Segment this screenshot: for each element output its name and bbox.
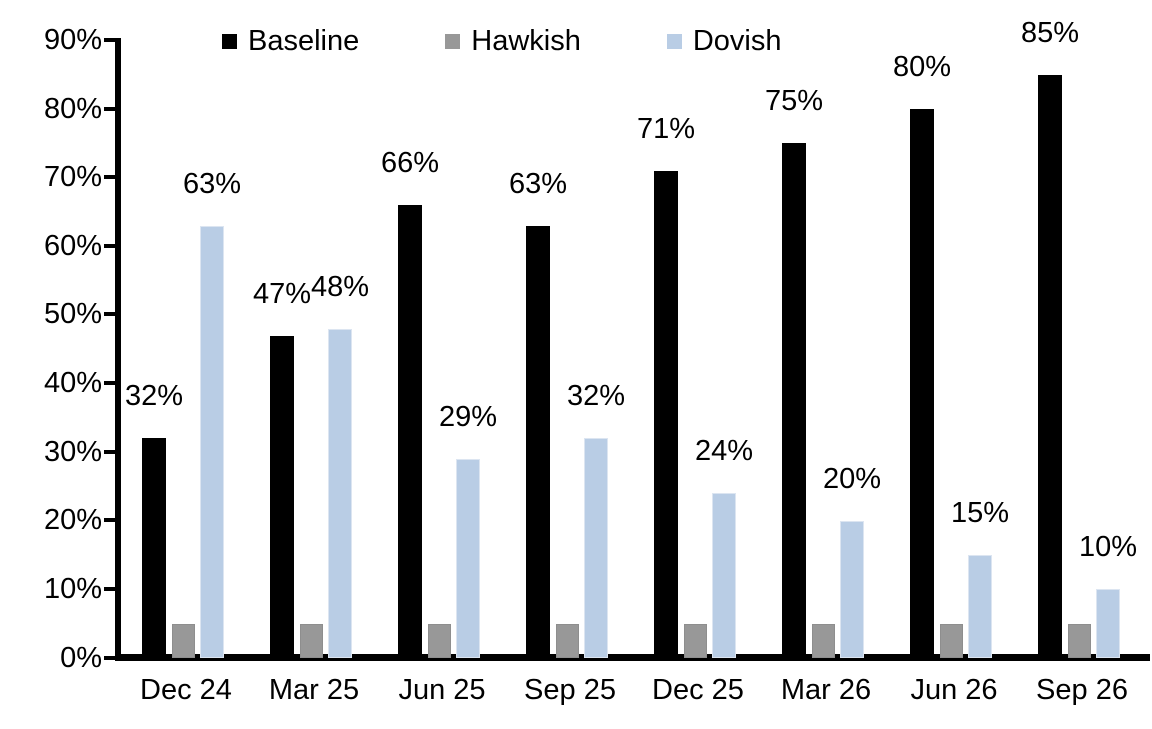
bar-baseline-mar-26 <box>782 142 806 658</box>
bar-value-label: 32% <box>124 379 184 412</box>
bar-hawkish-mar-25 <box>300 623 323 658</box>
y-tick-label: 40% <box>43 367 102 400</box>
x-tick-label: Mar 25 <box>268 674 360 706</box>
y-axis-tick <box>104 38 116 42</box>
bar-dovish-mar-25 <box>328 328 352 658</box>
bar-baseline-jun-26 <box>910 108 934 658</box>
bar-hawkish-mar-26 <box>812 623 835 658</box>
bar-value-label: 32% <box>566 379 626 412</box>
legend-swatch-icon <box>222 33 237 49</box>
x-axis-line <box>115 654 1150 661</box>
bar-value-label: 63% <box>182 167 242 200</box>
legend-item-baseline: Baseline <box>222 24 359 58</box>
bar-value-label: 85% <box>1020 16 1080 49</box>
bar-value-label: 10% <box>1078 530 1138 563</box>
bar-baseline-dec-24 <box>142 437 166 658</box>
bar-hawkish-jun-26 <box>940 623 963 658</box>
bar-dovish-dec-24 <box>200 225 224 658</box>
bar-value-label: 63% <box>508 167 568 200</box>
y-axis-tick <box>104 381 116 386</box>
bar-value-label: 48% <box>310 270 370 303</box>
y-tick-label: 10% <box>43 572 102 605</box>
bar-baseline-mar-25 <box>270 335 294 658</box>
y-tick-label: 80% <box>43 92 102 125</box>
bar-dovish-dec-25 <box>712 492 736 658</box>
bar-value-label: 71% <box>636 112 696 145</box>
legend-label: Dovish <box>692 25 782 57</box>
bar-hawkish-sep-26 <box>1068 623 1091 658</box>
bar-value-label: 29% <box>438 400 498 433</box>
x-tick-label: Dec 25 <box>652 674 744 706</box>
bar-dovish-mar-26 <box>840 520 864 658</box>
y-axis-tick <box>104 175 116 180</box>
x-tick-label: Dec 24 <box>140 674 232 706</box>
bar-baseline-sep-25 <box>526 225 550 658</box>
bar-value-label: 24% <box>694 434 754 467</box>
y-axis-tick <box>104 243 116 248</box>
bar-value-label: 15% <box>950 496 1010 529</box>
bar-value-label: 47% <box>252 277 312 310</box>
bar-dovish-jun-26 <box>968 554 992 658</box>
y-axis-tick <box>104 586 116 591</box>
y-tick-label: 30% <box>43 435 102 468</box>
x-tick-label: Jun 25 <box>398 674 486 706</box>
bar-value-label: 75% <box>764 84 824 117</box>
bar-dovish-jun-25 <box>456 458 480 658</box>
bar-dovish-sep-25 <box>584 437 608 658</box>
legend: Baseline Hawkish Dovish <box>222 24 782 58</box>
y-tick-label: 90% <box>43 24 102 56</box>
x-tick-label: Mar 26 <box>780 674 872 706</box>
y-axis-tick <box>104 655 116 660</box>
legend-swatch-icon <box>666 33 682 49</box>
legend-swatch-icon <box>445 33 461 49</box>
bar-hawkish-jun-25 <box>428 623 451 658</box>
bar-dovish-sep-26 <box>1096 588 1120 658</box>
y-tick-label: 50% <box>43 298 102 331</box>
bar-baseline-sep-26 <box>1038 74 1062 658</box>
y-tick-label: 60% <box>43 229 102 262</box>
y-tick-label: 70% <box>43 161 102 194</box>
bar-value-label: 66% <box>380 146 440 179</box>
legend-label: Hawkish <box>471 25 581 57</box>
y-axis-tick <box>104 449 116 454</box>
bar-baseline-dec-25 <box>654 170 678 658</box>
y-tick-label: 0% <box>60 641 102 674</box>
bar-hawkish-dec-25 <box>684 623 707 658</box>
y-tick-label: 20% <box>43 504 102 537</box>
y-axis-line <box>115 38 121 661</box>
x-tick-label: Jun 26 <box>910 674 998 706</box>
bar-hawkish-dec-24 <box>172 623 195 658</box>
bar-value-label: 80% <box>892 50 952 83</box>
bar-value-label: 20% <box>822 462 882 495</box>
y-axis-tick <box>104 518 116 523</box>
legend-item-hawkish: Hawkish <box>445 24 581 58</box>
legend-label: Baseline <box>248 25 360 57</box>
x-tick-label: Sep 26 <box>1036 674 1128 706</box>
legend-item-dovish: Dovish <box>666 24 782 58</box>
x-tick-label: Sep 25 <box>524 674 616 706</box>
bar-baseline-jun-25 <box>398 204 422 658</box>
bar-hawkish-sep-25 <box>556 623 579 658</box>
y-axis-tick <box>104 106 116 111</box>
y-axis-tick <box>104 312 116 317</box>
